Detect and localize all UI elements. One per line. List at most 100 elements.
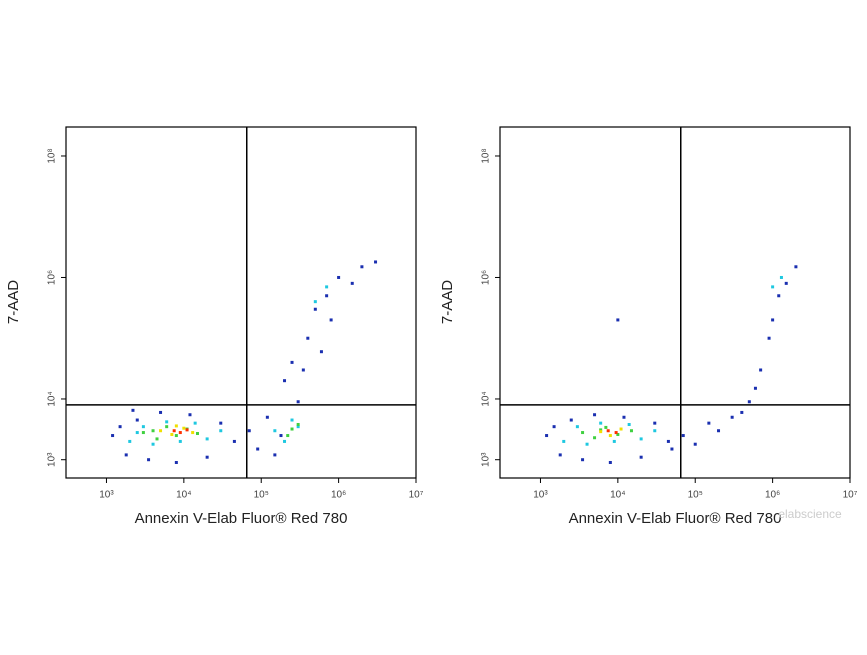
event-point xyxy=(135,418,139,422)
event-point xyxy=(545,434,549,438)
plot-frame xyxy=(499,126,851,479)
event-point xyxy=(265,415,269,419)
event-point xyxy=(135,431,139,435)
event-point xyxy=(232,439,236,443)
event-point xyxy=(374,260,378,264)
event-point xyxy=(747,400,751,404)
event-point xyxy=(256,447,260,451)
event-point xyxy=(290,427,294,431)
x-tick-label: 10⁵ xyxy=(254,490,269,501)
event-point xyxy=(313,300,317,304)
event-point xyxy=(128,439,132,443)
event-point xyxy=(619,427,623,431)
event-point xyxy=(599,421,603,425)
event-point xyxy=(599,430,603,434)
event-point xyxy=(707,421,711,425)
event-point xyxy=(185,428,189,432)
x-axis-label: Annexin V-Elab Fluor® Red 780 xyxy=(569,510,782,527)
event-point xyxy=(301,368,305,372)
event-point xyxy=(616,318,620,322)
event-point xyxy=(337,275,341,279)
event-point xyxy=(599,428,603,432)
event-point xyxy=(141,425,145,429)
y-axis-label: 7-AAD xyxy=(439,280,456,324)
event-point xyxy=(174,460,178,464)
event-point xyxy=(627,422,631,426)
event-point xyxy=(172,429,176,433)
event-point xyxy=(569,418,573,422)
event-point xyxy=(350,281,354,285)
event-point xyxy=(608,460,612,464)
event-point xyxy=(558,453,562,457)
y-tick-label: 10⁶ xyxy=(47,270,58,285)
event-point xyxy=(306,336,310,340)
event-point xyxy=(219,421,223,425)
event-point xyxy=(794,265,798,269)
event-point xyxy=(329,318,333,322)
x-axis-label: Annexin V-Elab Fluor® Red 780 xyxy=(135,510,348,527)
event-point xyxy=(575,425,579,429)
event-point xyxy=(296,425,300,429)
event-point xyxy=(608,434,612,438)
event-point xyxy=(296,422,300,426)
event-point xyxy=(767,336,771,340)
y-tick-label: 10⁸ xyxy=(47,148,58,163)
x-tick-label: 10⁵ xyxy=(688,490,703,501)
y-tick-label: 10³ xyxy=(47,452,58,467)
event-point xyxy=(188,413,192,417)
event-point xyxy=(581,431,585,435)
y-tick-label: 10⁶ xyxy=(481,270,492,285)
event-point xyxy=(612,439,616,443)
x-tick-label: 10⁷ xyxy=(409,490,424,501)
x-tick-label: 10³ xyxy=(99,490,114,501)
event-point xyxy=(283,379,287,383)
event-point xyxy=(286,434,290,438)
event-point xyxy=(247,429,251,433)
event-point xyxy=(151,442,155,446)
event-point xyxy=(325,294,329,298)
event-point xyxy=(653,429,657,433)
event-point xyxy=(593,413,597,417)
event-point xyxy=(693,442,697,446)
event-point xyxy=(622,415,626,419)
event-point xyxy=(604,425,608,429)
event-point xyxy=(653,421,657,425)
event-point xyxy=(593,436,597,440)
x-tick-label: 10³ xyxy=(533,490,548,501)
event-point xyxy=(191,431,195,435)
event-point xyxy=(195,432,199,436)
event-point xyxy=(279,434,283,438)
event-point xyxy=(639,455,643,459)
event-point xyxy=(319,350,323,354)
x-tick-label: 10⁶ xyxy=(765,490,780,501)
event-point xyxy=(174,424,178,428)
event-point xyxy=(606,429,610,433)
event-point xyxy=(151,429,155,433)
event-point xyxy=(290,360,294,364)
event-point xyxy=(159,429,163,433)
event-point xyxy=(784,281,788,285)
event-point xyxy=(182,426,186,430)
y-axis-label: 7-AAD xyxy=(5,280,22,324)
event-point xyxy=(111,434,115,438)
event-point xyxy=(753,386,757,390)
event-point xyxy=(759,368,763,372)
x-tick-label: 10⁷ xyxy=(843,490,858,501)
event-point xyxy=(178,431,182,435)
event-point xyxy=(681,434,685,438)
event-point xyxy=(614,431,618,435)
event-point xyxy=(165,425,169,429)
event-point xyxy=(141,431,145,435)
event-point xyxy=(666,439,670,443)
plot-frame xyxy=(65,126,417,479)
event-point xyxy=(283,439,287,443)
event-point xyxy=(296,400,300,404)
event-point xyxy=(124,453,128,457)
event-point xyxy=(740,410,744,414)
event-point xyxy=(174,434,178,438)
event-point xyxy=(360,265,364,269)
event-point xyxy=(159,410,163,414)
event-point xyxy=(165,420,169,424)
event-point xyxy=(313,307,317,311)
